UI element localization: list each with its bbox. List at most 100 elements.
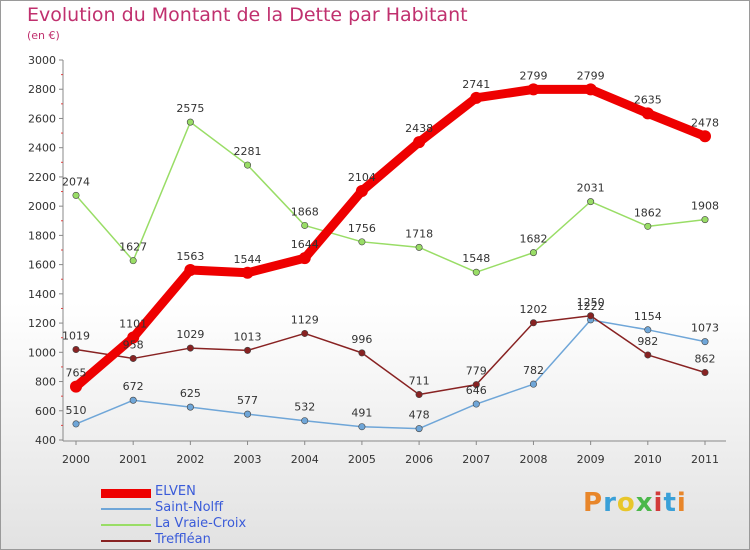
y-tick-label: 1000 xyxy=(28,346,56,359)
data-point xyxy=(472,400,480,408)
y-tick-label: 400 xyxy=(35,434,56,447)
legend-label: Saint-Nolff xyxy=(155,500,224,515)
data-label: 1129 xyxy=(291,313,319,326)
data-label: 1718 xyxy=(405,227,433,240)
x-tick-label: 2001 xyxy=(119,453,147,466)
logo-letter: P xyxy=(583,488,604,518)
data-label: 532 xyxy=(294,401,315,414)
data-label: 1627 xyxy=(119,241,147,254)
legend-swatch xyxy=(101,508,151,510)
data-label: 625 xyxy=(180,387,201,400)
data-label: 2438 xyxy=(405,122,433,135)
data-point xyxy=(355,184,368,197)
chart-unit: (en €) xyxy=(27,29,60,42)
x-tick-label: 2010 xyxy=(634,453,662,466)
legend-swatch xyxy=(101,524,151,526)
x-tick-label: 2009 xyxy=(577,453,605,466)
data-point xyxy=(644,326,652,334)
data-label: 1544 xyxy=(234,253,262,266)
data-label: 1908 xyxy=(691,200,719,213)
data-label: 779 xyxy=(466,365,487,378)
data-point xyxy=(699,130,711,143)
data-point xyxy=(184,264,197,277)
x-tick-label: 2004 xyxy=(291,453,319,466)
data-label: 2741 xyxy=(462,78,490,91)
series-line-treffl-an xyxy=(75,315,706,396)
data-label: 1756 xyxy=(348,222,376,235)
data-label: 646 xyxy=(466,384,487,397)
data-label: 491 xyxy=(351,407,372,420)
y-tick-label: 2200 xyxy=(28,171,56,184)
data-label: 2635 xyxy=(634,93,662,106)
data-label: 1250 xyxy=(577,296,605,309)
data-point xyxy=(129,396,137,404)
x-tick-label: 2008 xyxy=(519,453,547,466)
legend-label: Treffléan xyxy=(155,532,211,547)
data-label: 2799 xyxy=(577,69,605,82)
data-point xyxy=(127,331,140,344)
data-label: 510 xyxy=(66,404,87,417)
data-point xyxy=(186,403,194,411)
logo-letter: r xyxy=(603,488,617,518)
data-label: 672 xyxy=(123,380,144,393)
data-label: 2074 xyxy=(62,175,90,188)
data-point xyxy=(301,329,309,337)
logo-letter: t xyxy=(663,488,677,518)
data-point xyxy=(358,349,366,357)
data-label: 1563 xyxy=(176,250,204,263)
y-tick-label: 1800 xyxy=(28,229,56,242)
y-tick-label: 2000 xyxy=(28,200,56,213)
x-tick-label: 2003 xyxy=(234,453,262,466)
data-point xyxy=(529,380,537,388)
legend-label: ELVEN xyxy=(155,484,196,499)
x-tick-label: 2011 xyxy=(691,453,719,466)
data-point xyxy=(186,118,194,126)
series-line-elven xyxy=(71,84,710,392)
data-point xyxy=(72,191,80,199)
y-tick-label: 1600 xyxy=(28,259,56,272)
data-label: 1154 xyxy=(634,310,662,323)
data-label: 1073 xyxy=(691,322,719,335)
data-label: 2281 xyxy=(234,145,262,158)
y-tick-label: 1400 xyxy=(28,288,56,301)
data-label: 1029 xyxy=(176,328,204,341)
data-label: 1868 xyxy=(291,205,319,218)
x-tick-label: 2006 xyxy=(405,453,433,466)
data-label: 2478 xyxy=(691,116,719,129)
legend-swatch xyxy=(101,488,151,498)
y-tick-label: 2600 xyxy=(28,112,56,125)
data-point xyxy=(241,266,254,279)
data-point xyxy=(587,312,595,320)
data-point xyxy=(358,423,366,431)
data-label: 1548 xyxy=(462,252,490,265)
data-point xyxy=(413,136,426,149)
data-label: 478 xyxy=(409,409,430,422)
data-point xyxy=(701,368,709,376)
x-tick-label: 2002 xyxy=(176,453,204,466)
data-label: 862 xyxy=(695,352,716,365)
data-point xyxy=(415,243,423,251)
data-label: 1013 xyxy=(234,330,262,343)
data-label: 2031 xyxy=(577,182,605,195)
data-point xyxy=(472,381,480,389)
logo-letter: i xyxy=(676,488,687,518)
data-point xyxy=(186,344,194,352)
data-point xyxy=(244,346,252,354)
data-label: 982 xyxy=(637,335,658,348)
data-point xyxy=(244,161,252,169)
y-tick-label: 800 xyxy=(35,376,56,389)
x-tick-label: 2000 xyxy=(62,453,90,466)
data-point xyxy=(301,417,309,425)
data-point xyxy=(129,354,137,362)
y-tick-label: 1200 xyxy=(28,317,56,330)
data-label: 1019 xyxy=(62,330,90,343)
data-point xyxy=(301,221,309,229)
data-point xyxy=(298,252,311,265)
data-label: 2799 xyxy=(519,69,547,82)
series-line-la-vraie-croix xyxy=(75,121,706,273)
chart-title: Evolution du Montant de la Dette par Hab… xyxy=(27,4,468,26)
data-label: 711 xyxy=(409,375,430,388)
data-point xyxy=(415,425,423,433)
